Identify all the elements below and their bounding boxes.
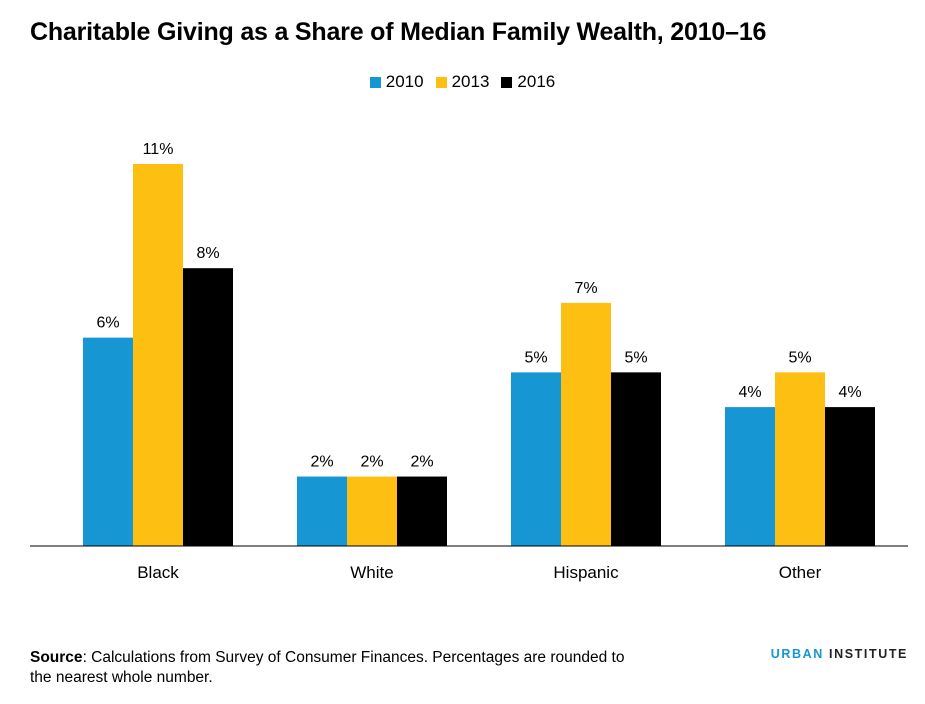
bar-other-2013 [775,372,825,546]
bar-hispanic-2016 [611,372,661,546]
data-label-black-2010: 6% [96,315,119,332]
urban-institute-logo: URBAN INSTITUTE [771,647,908,661]
bar-white-2016 [397,476,447,546]
data-label-hispanic-2010: 5% [524,349,547,366]
category-label-black: Black [137,563,179,582]
logo-institute: INSTITUTE [829,647,908,661]
legend-item-2010: 2010 [369,72,424,92]
legend-label-2013: 2013 [451,72,490,91]
source-note: Source: Calculations from Survey of Cons… [30,648,630,688]
bar-black-2013 [133,164,183,546]
data-label-black-2016: 8% [196,245,219,262]
data-label-white-2010: 2% [310,454,333,471]
data-label-other-2016: 4% [838,384,861,401]
bar-black-2016 [183,268,233,546]
legend-swatch-2016 [501,76,513,88]
bar-black-2010 [83,337,133,546]
chart-legend: 2010 2013 2016 [0,72,925,92]
legend-label-2010: 2010 [385,72,424,91]
bar-chart: 6% 11% 8% Black 2% 2% 2% White 5% 7% 5% Hispanic 4% 5… [30,141,908,582]
data-label-hispanic-2016: 5% [624,349,647,366]
bar-hispanic-2013 [561,302,611,546]
data-label-white-2013: 2% [360,454,383,471]
data-label-other-2013: 5% [788,349,811,366]
source-text: : Calculations from Survey of Consumer F… [30,649,625,686]
legend-item-2016: 2016 [501,72,555,92]
logo-urban: URBAN [770,647,824,661]
legend-swatch-2013 [435,76,447,88]
chart-title: Charitable Giving as a Share of Median F… [30,18,767,46]
data-label-hispanic-2013: 7% [574,280,597,297]
data-label-other-2010: 4% [738,384,761,401]
legend-swatch-2010 [369,76,381,88]
category-label-other: Other [779,563,822,582]
legend-label-2016: 2016 [517,72,556,91]
bar-other-2010 [725,407,775,546]
bar-white-2010 [297,476,347,546]
data-label-white-2016: 2% [410,454,433,471]
data-label-black-2013: 11% [143,141,174,158]
source-label: Source [30,649,83,666]
category-label-white: White [350,563,393,582]
bar-white-2013 [347,476,397,546]
bar-hispanic-2010 [511,372,561,546]
legend-item-2013: 2013 [435,72,490,92]
bar-other-2016 [825,407,875,546]
category-label-hispanic: Hispanic [553,563,619,582]
